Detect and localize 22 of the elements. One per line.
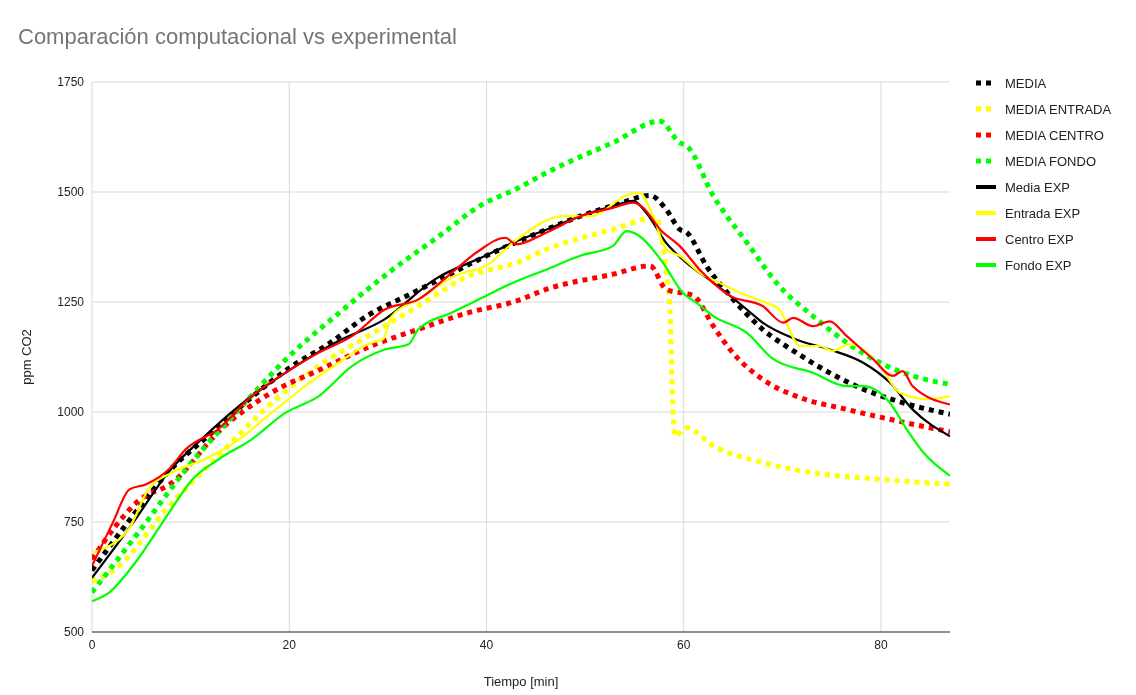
legend-label: Entrada EXP	[1004, 204, 1082, 223]
x-axis-title: Tiempo [min]	[483, 674, 559, 689]
x-tick-label: 60	[677, 637, 691, 652]
y-tick-label: 1000	[57, 405, 85, 420]
legend-label: MEDIA	[1004, 74, 1048, 93]
y-tick-label: 750	[63, 515, 85, 530]
legend-label: MEDIA CENTRO	[1004, 126, 1105, 145]
y-tick-label: 1500	[57, 185, 85, 200]
legend-label: MEDIA FONDO	[1004, 152, 1097, 171]
x-tick-label: 20	[282, 637, 297, 652]
y-tick-label: 1750	[57, 75, 85, 90]
x-tick-label: 80	[874, 637, 888, 652]
y-tick-label: 500	[63, 625, 85, 640]
y-tick-label: 1250	[57, 295, 85, 310]
legend-label: MEDIA ENTRADA	[1004, 100, 1112, 119]
chart-title: Comparación computacional vs experimental	[18, 24, 457, 50]
legend-label: Media EXP	[1004, 178, 1072, 197]
y-axis-title: ppm CO2	[18, 329, 34, 385]
legend-label: Centro EXP	[1004, 230, 1075, 249]
legend-label: Fondo EXP	[1004, 256, 1073, 275]
x-tick-label: 0	[88, 637, 96, 652]
x-tick-label: 40	[479, 637, 494, 652]
